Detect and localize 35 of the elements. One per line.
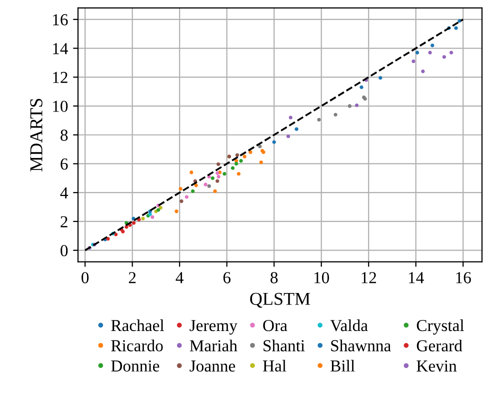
x-tick-label: 14 — [408, 272, 424, 284]
legend-label: Rachael — [111, 319, 164, 332]
x-tick-label: 2 — [128, 272, 136, 284]
legend-label: Crystal — [416, 319, 464, 335]
y-tick-label: 16 — [53, 14, 68, 26]
legend-label: Gerard — [416, 340, 462, 352]
x-tick-label: 6 — [223, 272, 231, 284]
x-tick-label: 8 — [270, 272, 278, 284]
legend-label: Hal — [262, 360, 286, 372]
y-tick-label: 14 — [53, 43, 68, 54]
x-tick-label: 10 — [314, 272, 330, 284]
x-axis-title: QLSTM — [250, 292, 310, 308]
y-tick-label: 4 — [60, 187, 68, 198]
legend-label: Bill — [330, 360, 355, 372]
legend-label: Kevin — [416, 360, 457, 372]
y-tick-label: 8 — [60, 130, 68, 141]
legend-label: Donnie — [111, 360, 160, 372]
x-tick-label: 4 — [176, 272, 184, 284]
legend-label: Ora — [263, 320, 288, 332]
legend-label: Shanti — [264, 340, 305, 352]
y-tick-label: 2 — [60, 216, 68, 228]
y-tick-label: 10 — [53, 100, 68, 112]
legend-label: Mariah — [190, 340, 238, 352]
legend-label: Shawnna — [331, 340, 391, 352]
legend-label: Jeremy — [190, 320, 238, 335]
legend-label: Valda — [330, 319, 368, 332]
legend-label: Joanne — [190, 360, 236, 372]
y-tick-label: 0 — [60, 245, 68, 256]
x-tick-label: 0 — [82, 272, 89, 284]
y-tick-label: 12 — [53, 72, 68, 83]
x-tick-label: 16 — [456, 272, 471, 284]
y-axis-title: MDARTS — [30, 98, 42, 172]
legend-label: Ricardo — [111, 340, 163, 352]
y-tick-label: 6 — [60, 158, 68, 170]
x-tick-label: 12 — [362, 272, 376, 284]
